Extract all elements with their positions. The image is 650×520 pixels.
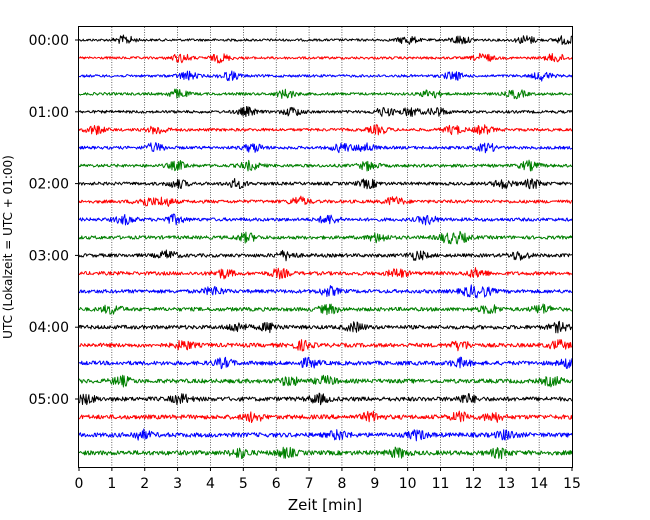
x-tick-label: 7 [305,476,314,492]
seismogram-trace [78,249,573,262]
x-tick-label: 4 [206,476,215,492]
seismogram-trace [78,339,573,352]
y-tick-label: 02:00 [29,177,69,193]
seismogram-trace [78,267,573,280]
seismogram-trace [78,374,573,388]
y-axis-label: UTC (Lokalzeit = UTC + 01:00) [1,155,15,339]
seismogram-trace [78,105,573,118]
x-tick-label: 6 [272,476,281,492]
seismogram-trace [78,159,573,172]
x-tick-label: 11 [432,476,450,492]
x-tick-label: 5 [239,476,248,492]
grid-lines [111,27,540,467]
x-tick-label: 2 [140,476,149,492]
seismogram-trace [78,230,573,245]
seismogram-trace [78,195,573,207]
x-tick-label: 8 [337,476,346,492]
seismogram-trace [78,356,573,370]
x-axis-label: Zeit [min] [288,496,362,514]
plot-frame [78,26,573,468]
x-tick-label: 9 [370,476,379,492]
seismogram-trace [78,446,573,460]
x-axis-ticks: 0 1 2 3 4 5 6 7 8 9 10 11 12 13 14 15 [75,467,581,492]
seismogram-trace [78,428,573,442]
seismogram-trace [78,213,573,226]
seismogram-trace [78,88,573,100]
seismogram-trace [78,34,573,45]
seismogram-traces [78,34,573,460]
seismogram-trace [78,320,573,334]
x-tick-label: 12 [464,476,482,492]
seismogram-trace [78,124,573,136]
y-tick-label: 03:00 [29,248,69,264]
x-tick-label: 0 [75,476,84,492]
x-tick-label: 15 [563,476,581,492]
seismogram-trace [78,392,573,406]
y-axis-ticks: 00:00 01:00 02:00 03:00 04:00 05:00 [29,33,79,408]
x-tick-label: 1 [107,476,116,492]
x-tick-label: 13 [497,476,515,492]
y-tick-label: 00:00 [29,33,69,49]
seismogram-trace [78,177,573,190]
seismogram-trace [78,142,573,154]
x-tick-label: 14 [530,476,548,492]
seismogram-trace [78,284,573,299]
x-tick-label: 3 [173,476,182,492]
y-tick-label: 05:00 [29,392,69,408]
y-tick-label: 01:00 [29,105,69,121]
seismogram-trace [79,303,573,316]
seismogram-trace [78,70,573,82]
x-tick-label: 10 [399,476,417,492]
seismogram-trace [78,410,573,424]
seismogram-trace [78,52,573,64]
y-tick-label: 04:00 [29,320,69,336]
